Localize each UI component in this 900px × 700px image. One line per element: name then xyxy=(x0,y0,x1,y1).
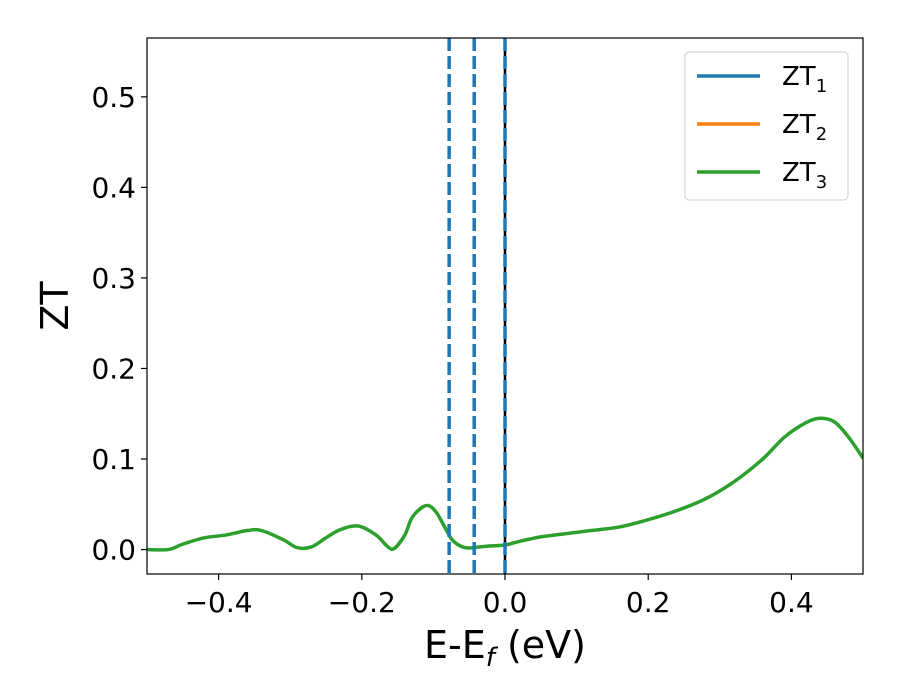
legend-label-main: ZT xyxy=(782,158,816,188)
legend-label-3: ZT3 xyxy=(782,158,827,193)
y-tick-label: 0.1 xyxy=(91,443,136,476)
y-axis-title: ZT xyxy=(33,281,77,331)
legend-label-subscript: 3 xyxy=(816,172,827,193)
legend-label-main: ZT xyxy=(782,62,816,92)
legend-label-subscript: 2 xyxy=(816,124,827,145)
y-tick-label: 0.4 xyxy=(91,171,136,204)
x-tick-label: −0.2 xyxy=(328,586,396,619)
plot-area xyxy=(147,38,863,574)
x-axis-title: E-Ef (eV) xyxy=(424,623,586,673)
x-axis-title-main: E-E xyxy=(424,623,486,667)
x-tick-label: 0.2 xyxy=(626,586,671,619)
x-tick-label: 0.0 xyxy=(483,586,528,619)
y-tick-label: 0.3 xyxy=(91,262,136,295)
series-line-3 xyxy=(147,416,863,552)
y-tick-label: 0.2 xyxy=(91,352,136,385)
x-tick-label: −0.4 xyxy=(185,586,253,619)
x-axis-ticks: −0.4 −0.2 0.0 0.2 0.4 xyxy=(185,574,814,619)
x-tick-label: 0.4 xyxy=(769,586,814,619)
y-axis-ticks: 0.0 0.1 0.2 0.3 0.4 0.5 xyxy=(91,81,147,567)
legend-label-subscript: 1 xyxy=(816,76,827,97)
x-axis-title-unit: (eV) xyxy=(495,623,586,667)
legend-label-main: ZT xyxy=(782,110,816,140)
legend-label-1: ZT1 xyxy=(782,62,827,97)
y-tick-label: 0.0 xyxy=(91,534,136,567)
y-tick-label: 0.5 xyxy=(91,81,136,114)
legend-frame xyxy=(684,51,849,201)
legend-label-2: ZT2 xyxy=(782,110,827,145)
